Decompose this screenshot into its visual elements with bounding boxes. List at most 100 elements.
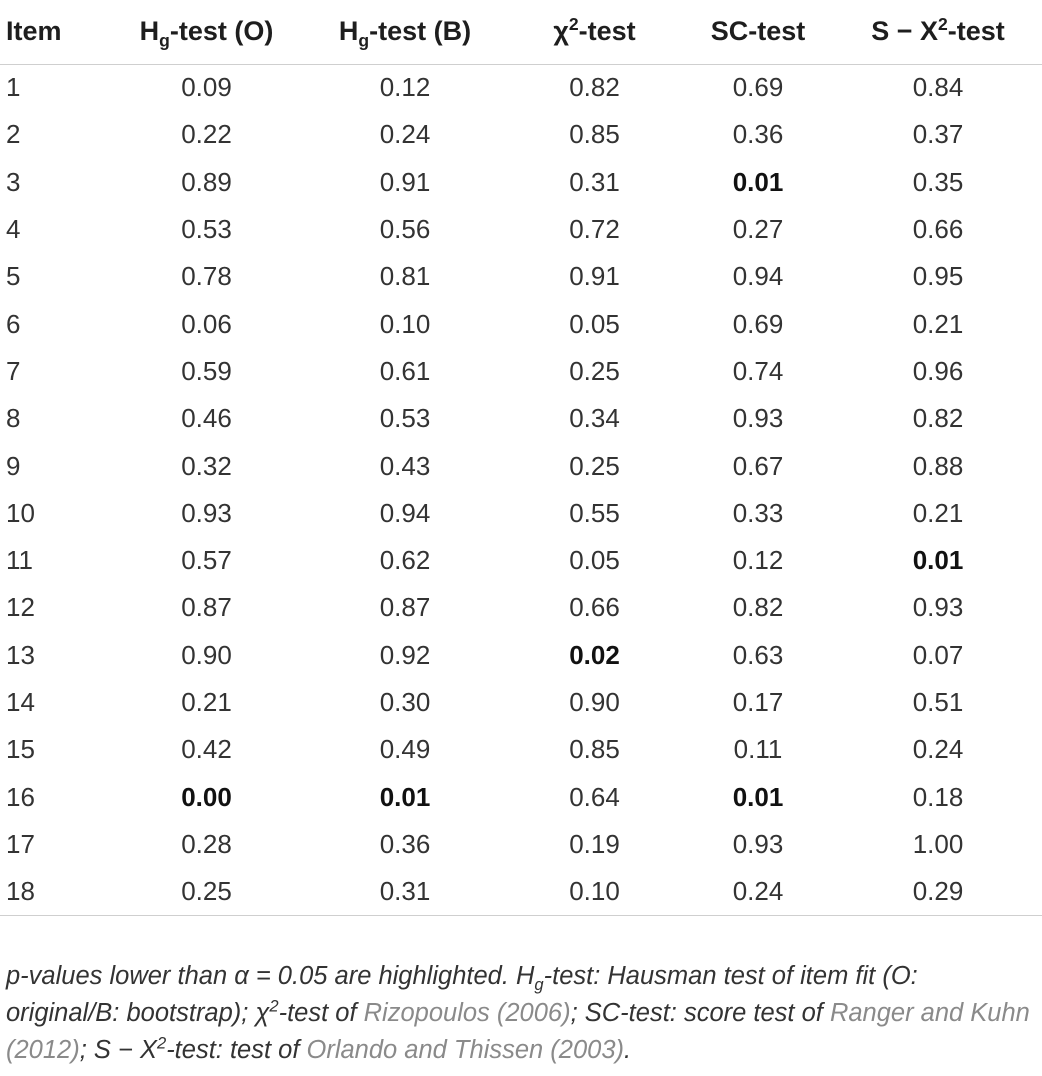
s-x2-test-value-cell: 0.93 (912, 592, 964, 623)
hg-test-o-value-cell: 0.93 (181, 497, 232, 528)
table-row: 14 0.21 0.30 0.90 0.17 0.51 (0, 679, 1042, 726)
sc-test-value-cell: 0.67 (732, 450, 784, 481)
s-x2-test-value-cell: 0.51 (912, 687, 964, 717)
s-x2-test-value-cell: 0.35 (912, 166, 964, 197)
chi2-test-value-cell: 0.72 (569, 214, 620, 245)
hg-test-b-value-cell: 0.91 (379, 166, 431, 197)
header-item: Item (0, 0, 110, 65)
hg-test-b-value-cell: 0.92 (379, 639, 431, 670)
hg-test-o-value-cell: 0.89 (181, 166, 232, 197)
item-number-cell: 17 (6, 828, 35, 859)
chi2-test-value-cell: 0.05 (569, 308, 620, 339)
table-row: 13 0.90 0.92 0.02 0.63 0.07 (0, 632, 1042, 679)
chi2-test-value-cell: 0.85 (569, 734, 620, 765)
hg-test-o-value-cell: 0.21 (181, 687, 232, 717)
hg-test-o-value-cell: 0.00 (181, 781, 232, 812)
hg-test-b-value-cell: 0.87 (379, 592, 431, 623)
chi2-test-value-cell: 0.25 (569, 450, 620, 481)
s-x2-test-value-cell: 0.96 (912, 355, 964, 386)
item-number-cell: 15 (6, 734, 35, 765)
reference-ranger-kuhn-2012[interactable]: Ranger and Kuhn (2012) (6, 999, 1030, 1064)
s-x2-test-value-cell: 0.21 (912, 497, 964, 528)
item-fit-pvalue-table: Item Hg-test (O) Hg-test (B) χ2-test SC-… (0, 0, 1042, 916)
sc-test-value-cell: 0.69 (732, 72, 784, 103)
table-row: 2 0.22 0.24 0.85 0.36 0.37 (0, 111, 1042, 158)
sc-test-value-cell: 0.82 (732, 592, 784, 623)
reference-rizopoulos-2006[interactable]: Rizopoulos (2006) (363, 999, 571, 1027)
item-number-cell: 6 (6, 308, 21, 339)
item-number-cell: 5 (6, 261, 21, 292)
table-row: 17 0.28 0.36 0.19 0.93 1.00 (0, 821, 1042, 868)
table-row: 16 0.00 0.01 0.64 0.01 0.18 (0, 773, 1042, 820)
hg-test-b-value-cell: 0.43 (379, 450, 431, 481)
sc-test-value-cell: 0.17 (732, 687, 784, 717)
hg-test-b-value-cell: 0.24 (379, 119, 431, 150)
table-row: 6 0.06 0.10 0.05 0.69 0.21 (0, 300, 1042, 347)
hg-test-o-value-cell: 0.59 (181, 355, 232, 386)
s-x2-test-value-cell: 0.21 (912, 308, 964, 339)
chi2-test-value-cell: 0.19 (569, 828, 620, 859)
chi2-test-value-cell: 0.02 (569, 639, 620, 670)
hg-test-b-value-cell: 0.01 (379, 781, 431, 812)
s-x2-test-value-cell: 0.37 (912, 119, 964, 150)
chi2-test-value-cell: 0.82 (569, 72, 620, 103)
s-x2-test-value-cell: 0.84 (912, 72, 964, 103)
hg-test-b-value-cell: 0.30 (379, 687, 431, 717)
header-row: Item Hg-test (O) Hg-test (B) χ2-test SC-… (0, 0, 1042, 65)
sc-test-value-cell: 0.12 (732, 545, 784, 576)
header-s-x2-test: S − X2-test (834, 0, 1042, 65)
sc-test-value-cell: 0.93 (732, 403, 784, 434)
header-hg-test-bootstrap: Hg-test (B) (303, 0, 507, 65)
hg-test-b-value-cell: 0.94 (379, 497, 431, 528)
chi2-test-value-cell: 0.64 (569, 781, 620, 812)
item-number-cell: 9 (6, 450, 21, 481)
s-x2-test-value-cell: 0.07 (912, 639, 964, 670)
s-x2-test-value-cell: 0.01 (912, 545, 964, 576)
table-row: 1 0.09 0.12 0.82 0.69 0.84 (0, 64, 1042, 111)
hg-test-o-value-cell: 0.53 (181, 214, 232, 245)
s-x2-test-value-cell: 0.29 (834, 868, 1042, 916)
s-x2-test-value-cell: 0.95 (912, 261, 964, 292)
item-number-cell: 4 (6, 214, 21, 245)
sc-test-value-cell: 0.11 (733, 734, 783, 765)
item-number-cell: 2 (6, 119, 21, 150)
table-row: 3 0.89 0.91 0.31 0.01 0.35 (0, 159, 1042, 206)
item-number-cell: 1 (6, 72, 21, 103)
sc-test-value-cell: 0.63 (732, 639, 784, 670)
hg-test-b-value-cell: 0.53 (379, 403, 431, 434)
hg-test-o-value-cell: 0.46 (181, 403, 232, 434)
hg-test-o-value-cell: 0.28 (181, 828, 232, 859)
header-sc-test: SC-test (682, 0, 834, 65)
item-number-cell: 14 (6, 687, 35, 717)
table-row: 7 0.59 0.61 0.25 0.74 0.96 (0, 348, 1042, 395)
hg-test-b-value-cell: 0.10 (379, 308, 431, 339)
header-chi2-test: χ2-test (507, 0, 682, 65)
item-number-cell: 11 (6, 545, 33, 576)
chi2-test-value-cell: 0.34 (569, 403, 620, 434)
chi2-test-value-cell: 0.90 (569, 687, 620, 717)
table-row: 12 0.87 0.87 0.66 0.82 0.93 (0, 584, 1042, 631)
item-number-cell: 12 (6, 592, 35, 623)
s-x2-test-value-cell: 1.00 (912, 828, 964, 859)
sc-test-value-cell: 0.74 (732, 355, 784, 386)
item-number-cell: 8 (6, 403, 21, 434)
hg-test-o-value-cell: 0.78 (181, 261, 232, 292)
item-number-cell: 7 (6, 355, 21, 386)
hg-test-o-value-cell: 0.25 (110, 868, 303, 916)
item-number-cell: 10 (6, 497, 35, 528)
table-row: 15 0.42 0.49 0.85 0.11 0.24 (0, 726, 1042, 773)
sc-test-value-cell: 0.01 (732, 166, 784, 197)
hg-test-b-value-cell: 0.61 (379, 355, 431, 386)
chi2-test-value-cell: 0.05 (569, 545, 620, 576)
sc-test-value-cell: 0.27 (732, 214, 784, 245)
hg-test-o-value-cell: 0.22 (181, 119, 232, 150)
sc-test-value-cell: 0.93 (732, 828, 784, 859)
table-row: 9 0.32 0.43 0.25 0.67 0.88 (0, 442, 1042, 489)
sc-test-value-cell: 0.24 (682, 868, 834, 916)
reference-orlando-thissen-2003[interactable]: Orlando and Thissen (2003) (306, 1036, 625, 1064)
s-x2-test-value-cell: 0.82 (912, 403, 964, 434)
sc-test-value-cell: 0.33 (732, 497, 784, 528)
sc-test-value-cell: 0.36 (732, 119, 784, 150)
s-x2-test-value-cell: 0.66 (912, 214, 964, 245)
